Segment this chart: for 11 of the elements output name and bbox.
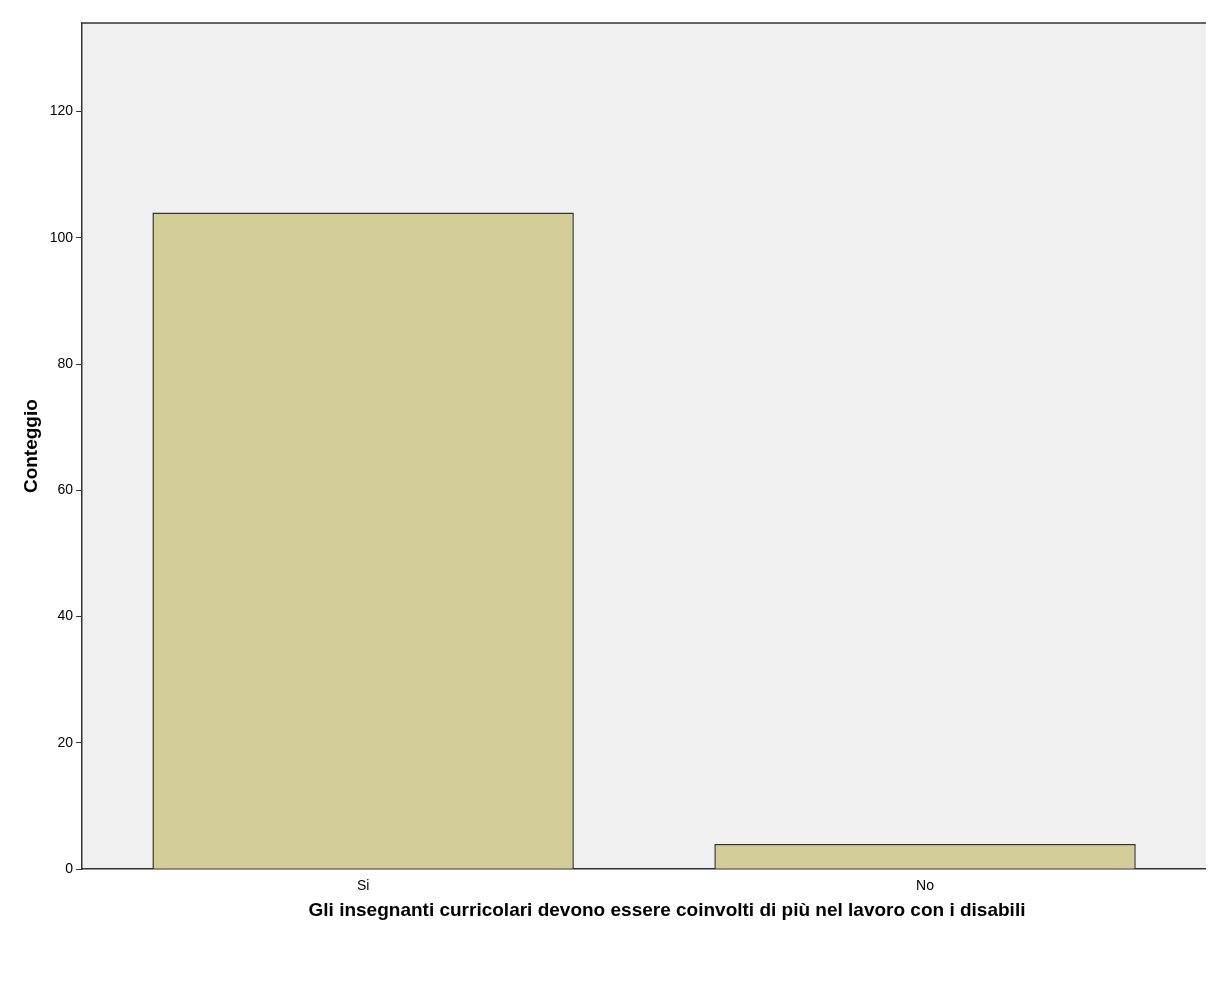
y-tick-label: 120: [49, 102, 74, 119]
y-tick-label: 20: [57, 733, 74, 750]
y-tick-label: 60: [57, 481, 74, 498]
x-tick-label: Si: [356, 877, 370, 894]
y-tick-label: 0: [65, 860, 74, 877]
y-tick-label: 100: [49, 228, 74, 245]
x-tick-label: No: [916, 877, 935, 894]
y-tick-label: 40: [57, 607, 74, 624]
y-tick-label: 80: [57, 354, 74, 371]
x-axis-title: Gli insegnanti curricolari devono essere coinvolti di più nel lavoro con i disabili: [307, 899, 1027, 920]
y-axis-title: Conteggio: [19, 399, 41, 494]
